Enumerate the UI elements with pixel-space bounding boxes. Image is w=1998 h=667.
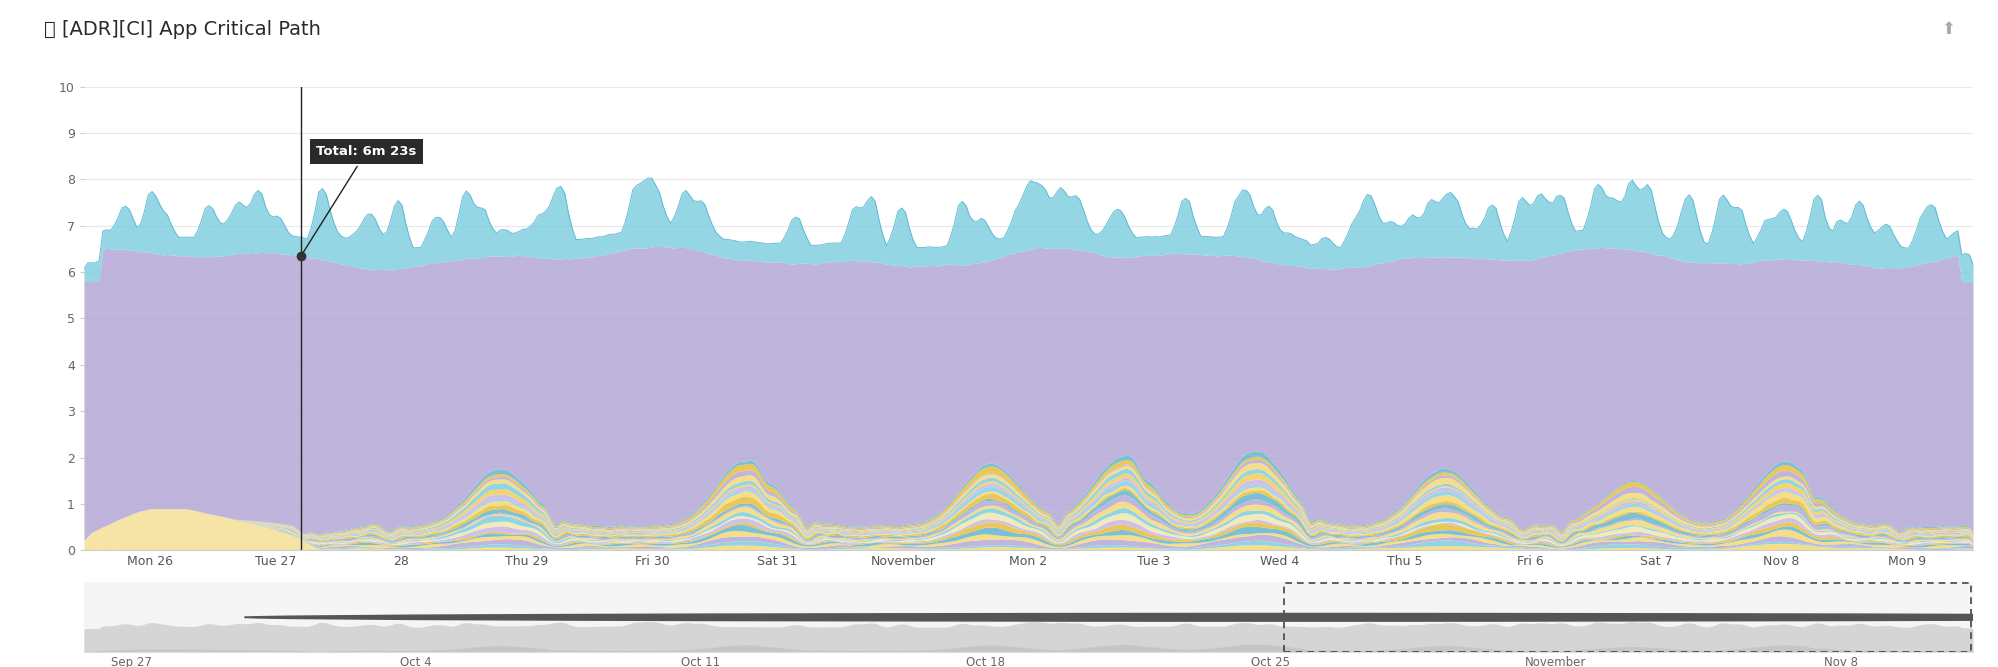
Text: Total: 6m 23s: Total: 6m 23s: [302, 145, 416, 253]
Text: 🤖 [ADR][CI] App Critical Path: 🤖 [ADR][CI] App Critical Path: [44, 20, 322, 39]
Text: ⬆: ⬆: [1940, 20, 1954, 38]
Bar: [1283, 583, 1970, 652]
Circle shape: [244, 614, 1998, 621]
